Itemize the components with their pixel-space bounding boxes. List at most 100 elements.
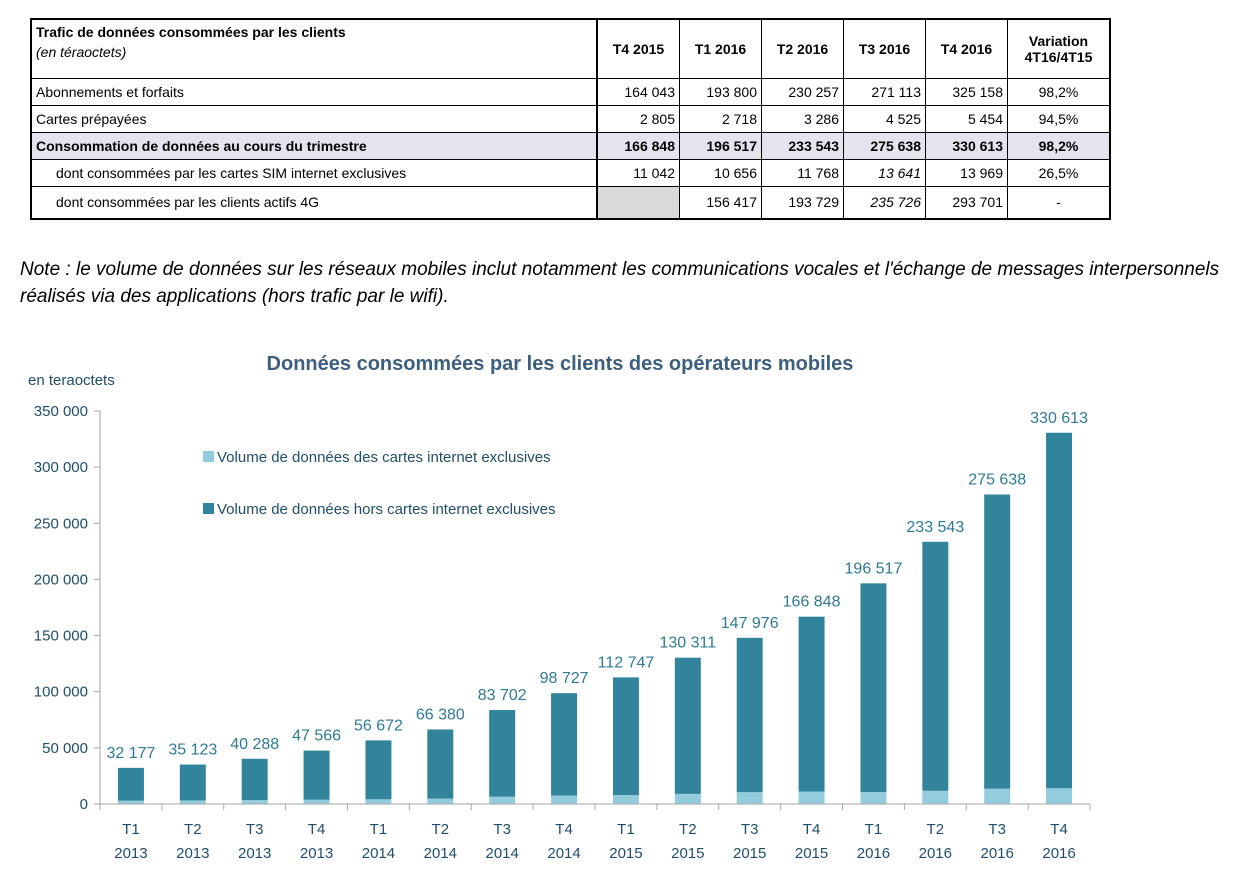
variation-cell: 98,2% — [1007, 132, 1111, 160]
variation-cell: 94,5% — [1007, 105, 1111, 133]
cell: 271 113 — [843, 78, 926, 106]
x-tick-label-quarter: T1 — [617, 821, 635, 838]
bar-segment-internet-cards — [674, 793, 701, 804]
table-row-total: Consommation de données au cours du trim… — [30, 132, 1111, 160]
bar-total-label: 233 543 — [906, 519, 964, 536]
note-text: Note : le volume de données sur les rése… — [20, 259, 1220, 307]
variation-cell: 98,2% — [1007, 78, 1111, 106]
cell: 330 613 — [925, 132, 1008, 160]
variation-cell: 26,5% — [1007, 159, 1111, 187]
bar-segment-other — [736, 637, 763, 793]
bar-total-label: 32 177 — [106, 745, 155, 762]
bar-total-label: 98 727 — [540, 670, 589, 687]
bar-segment-internet-cards — [489, 796, 516, 804]
x-tick-label-year: 2015 — [671, 845, 704, 862]
legend-label: Volume de données hors cartes internet e… — [217, 501, 556, 518]
x-tick-label-year: 2015 — [795, 845, 828, 862]
col-header: T4 2016 — [925, 18, 1008, 79]
cell: 11 768 — [761, 159, 844, 187]
table-row: dont consommées par les cartes SIM inter… — [30, 159, 1111, 187]
y-tick-label: 250 000 — [34, 515, 88, 532]
x-tick-label-year: 2016 — [857, 845, 890, 862]
x-tick-label-quarter: T3 — [988, 821, 1006, 838]
bar-segment-other — [489, 710, 516, 797]
variation-header: Variation 4T16/4T15 — [1007, 18, 1111, 79]
row-label: Abonnements et forfaits — [30, 78, 598, 106]
row-label: dont consommées par les clients actifs 4… — [30, 186, 598, 219]
table-subtitle: (en téraoctets) — [36, 44, 127, 60]
y-axis-label: en teraoctets — [28, 372, 115, 389]
cell: 325 158 — [925, 78, 1008, 106]
traffic-table: Trafic de données consommées par les cli… — [30, 18, 1111, 220]
x-tick-label-year: 2014 — [362, 845, 395, 862]
bar-segment-other — [860, 583, 887, 793]
bar-segment-other — [1046, 432, 1073, 789]
bar-segment-internet-cards — [984, 788, 1011, 804]
bar-segment-internet-cards — [922, 790, 949, 804]
bar-segment-internet-cards — [427, 798, 454, 804]
cell: 164 043 — [596, 78, 680, 106]
x-tick-label-year: 2014 — [547, 845, 580, 862]
cell: 2 718 — [679, 105, 762, 133]
bar-total-label: 196 517 — [845, 560, 903, 577]
x-tick-label-year: 2014 — [486, 845, 519, 862]
bar-total-label: 56 672 — [354, 717, 403, 734]
bar-total-label: 40 288 — [230, 736, 279, 753]
y-tick-label: 150 000 — [34, 628, 88, 645]
x-tick-label-quarter: T1 — [122, 821, 140, 838]
x-axis: T1 2013 T2 2013 T3 2013 T4 2013 T1 2014 T2 2014 T3 20… — [99, 803, 1091, 862]
bars: 32 177 35 123 40 288 47 566 56 672 66 380 83 7… — [106, 410, 1088, 804]
x-tick-label-quarter: T2 — [184, 821, 202, 838]
table-header-row: Trafic de données consommées par les cli… — [30, 18, 1111, 79]
bar-total-label: 166 848 — [783, 594, 841, 611]
bar-segment-other — [427, 729, 454, 799]
cell: 233 543 — [761, 132, 844, 160]
table-title-cell: Trafic de données consommées par les cli… — [30, 18, 598, 79]
cell: 3 286 — [761, 105, 844, 133]
cell: 235 726 — [843, 186, 926, 219]
x-tick-label-year: 2016 — [919, 845, 952, 862]
bar-segment-internet-cards — [365, 799, 392, 804]
x-tick-label-quarter: T3 — [246, 821, 264, 838]
x-tick-label-quarter: T3 — [493, 821, 511, 838]
x-tick-label-year: 2013 — [176, 845, 209, 862]
cell: 193 729 — [761, 186, 844, 219]
bar-total-label: 66 380 — [416, 706, 465, 723]
bar-total-label: 130 311 — [659, 635, 716, 652]
x-tick-label-year: 2013 — [300, 845, 333, 862]
y-tick-label: 350 000 — [34, 403, 88, 420]
bar-segment-other — [674, 657, 701, 794]
table-row: Cartes prépayées 2 805 2 718 3 286 4 525… — [30, 105, 1111, 133]
col-header: T4 2015 — [596, 18, 680, 79]
x-tick-label-quarter: T2 — [679, 821, 697, 838]
row-label: dont consommées par les cartes SIM inter… — [30, 159, 598, 187]
bar-segment-internet-cards — [179, 800, 206, 804]
x-tick-label-year: 2015 — [609, 845, 642, 862]
cell: 13 641 — [843, 159, 926, 187]
bar-total-label: 47 566 — [292, 728, 341, 745]
bar-segment-internet-cards — [1046, 788, 1073, 804]
x-tick-label-year: 2016 — [1042, 845, 1075, 862]
x-tick-label-year: 2016 — [981, 845, 1014, 862]
x-tick-label-quarter: T4 — [1050, 821, 1068, 838]
cell-empty — [596, 186, 680, 219]
bar-total-label: 35 123 — [168, 742, 217, 759]
bar-segment-other — [241, 758, 268, 801]
y-tick-label: 50 000 — [42, 740, 88, 757]
bar-segment-internet-cards — [860, 792, 887, 804]
bar-segment-internet-cards — [736, 792, 763, 804]
x-tick-label-quarter: T2 — [432, 821, 450, 838]
cell: 193 800 — [679, 78, 762, 106]
x-tick-label-quarter: T4 — [308, 821, 326, 838]
x-tick-label-quarter: T3 — [741, 821, 759, 838]
cell: 11 042 — [596, 159, 680, 187]
row-label: Cartes prépayées — [30, 105, 598, 133]
table-title: Trafic de données consommées par les cli… — [36, 24, 346, 40]
table-row: dont consommées par les clients actifs 4… — [30, 186, 1111, 219]
bar-segment-internet-cards — [612, 795, 639, 804]
x-tick-label-year: 2013 — [114, 845, 147, 862]
x-tick-label-quarter: T2 — [927, 821, 945, 838]
cell: 293 701 — [925, 186, 1008, 219]
x-tick-label-quarter: T1 — [370, 821, 388, 838]
bar-segment-other — [117, 767, 144, 801]
